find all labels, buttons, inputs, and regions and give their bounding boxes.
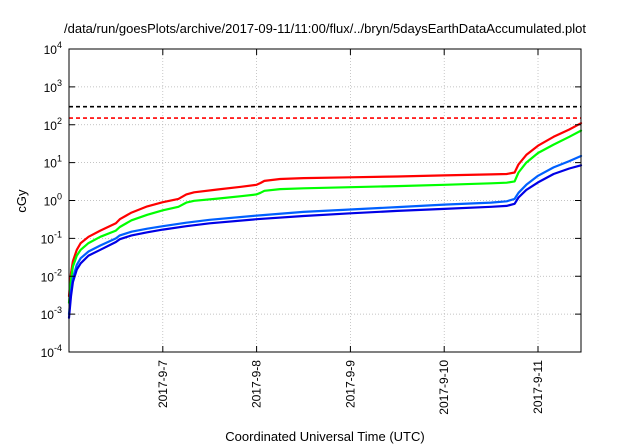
x-tick-label: 2017-9-10 bbox=[437, 360, 451, 415]
y-tick-label: 100 bbox=[44, 192, 62, 209]
x-axis-ticks: 2017-9-7 2017-9-8 2017-9-9 2017-9-10 2017-9-… bbox=[156, 49, 545, 415]
series-line bbox=[67, 122, 583, 298]
x-axis-label: Coordinated Universal Time (UTC) bbox=[225, 429, 424, 444]
chart-title: /data/run/goesPlots/archive/2017-09-11/1… bbox=[64, 21, 586, 36]
y-tick-label: 102 bbox=[44, 116, 62, 133]
y-tick-label: 10-3 bbox=[41, 305, 62, 322]
y-tick-label: 101 bbox=[44, 154, 62, 171]
y-axis-ticks: 10-4 10-3 10-2 10-1 100 101 102 103 104 bbox=[41, 40, 581, 360]
y-tick-label: 10-1 bbox=[41, 229, 62, 246]
series-group bbox=[67, 122, 583, 319]
y-tick-label: 10-4 bbox=[41, 343, 62, 360]
y-tick-label: 103 bbox=[44, 78, 62, 95]
series-line bbox=[67, 154, 583, 316]
grid-lines bbox=[69, 49, 581, 352]
y-tick-label: 104 bbox=[44, 40, 62, 57]
x-tick-label: 2017-9-7 bbox=[156, 360, 170, 408]
threshold-lines bbox=[69, 105, 581, 119]
series-line bbox=[67, 129, 583, 304]
series-line bbox=[67, 164, 583, 319]
x-tick-label: 2017-9-11 bbox=[531, 360, 545, 414]
y-axis-label: cGy bbox=[14, 189, 29, 213]
y-tick-label: 10-2 bbox=[41, 267, 62, 284]
x-tick-label: 2017-9-8 bbox=[250, 360, 264, 408]
x-tick-label: 2017-9-9 bbox=[343, 360, 357, 408]
